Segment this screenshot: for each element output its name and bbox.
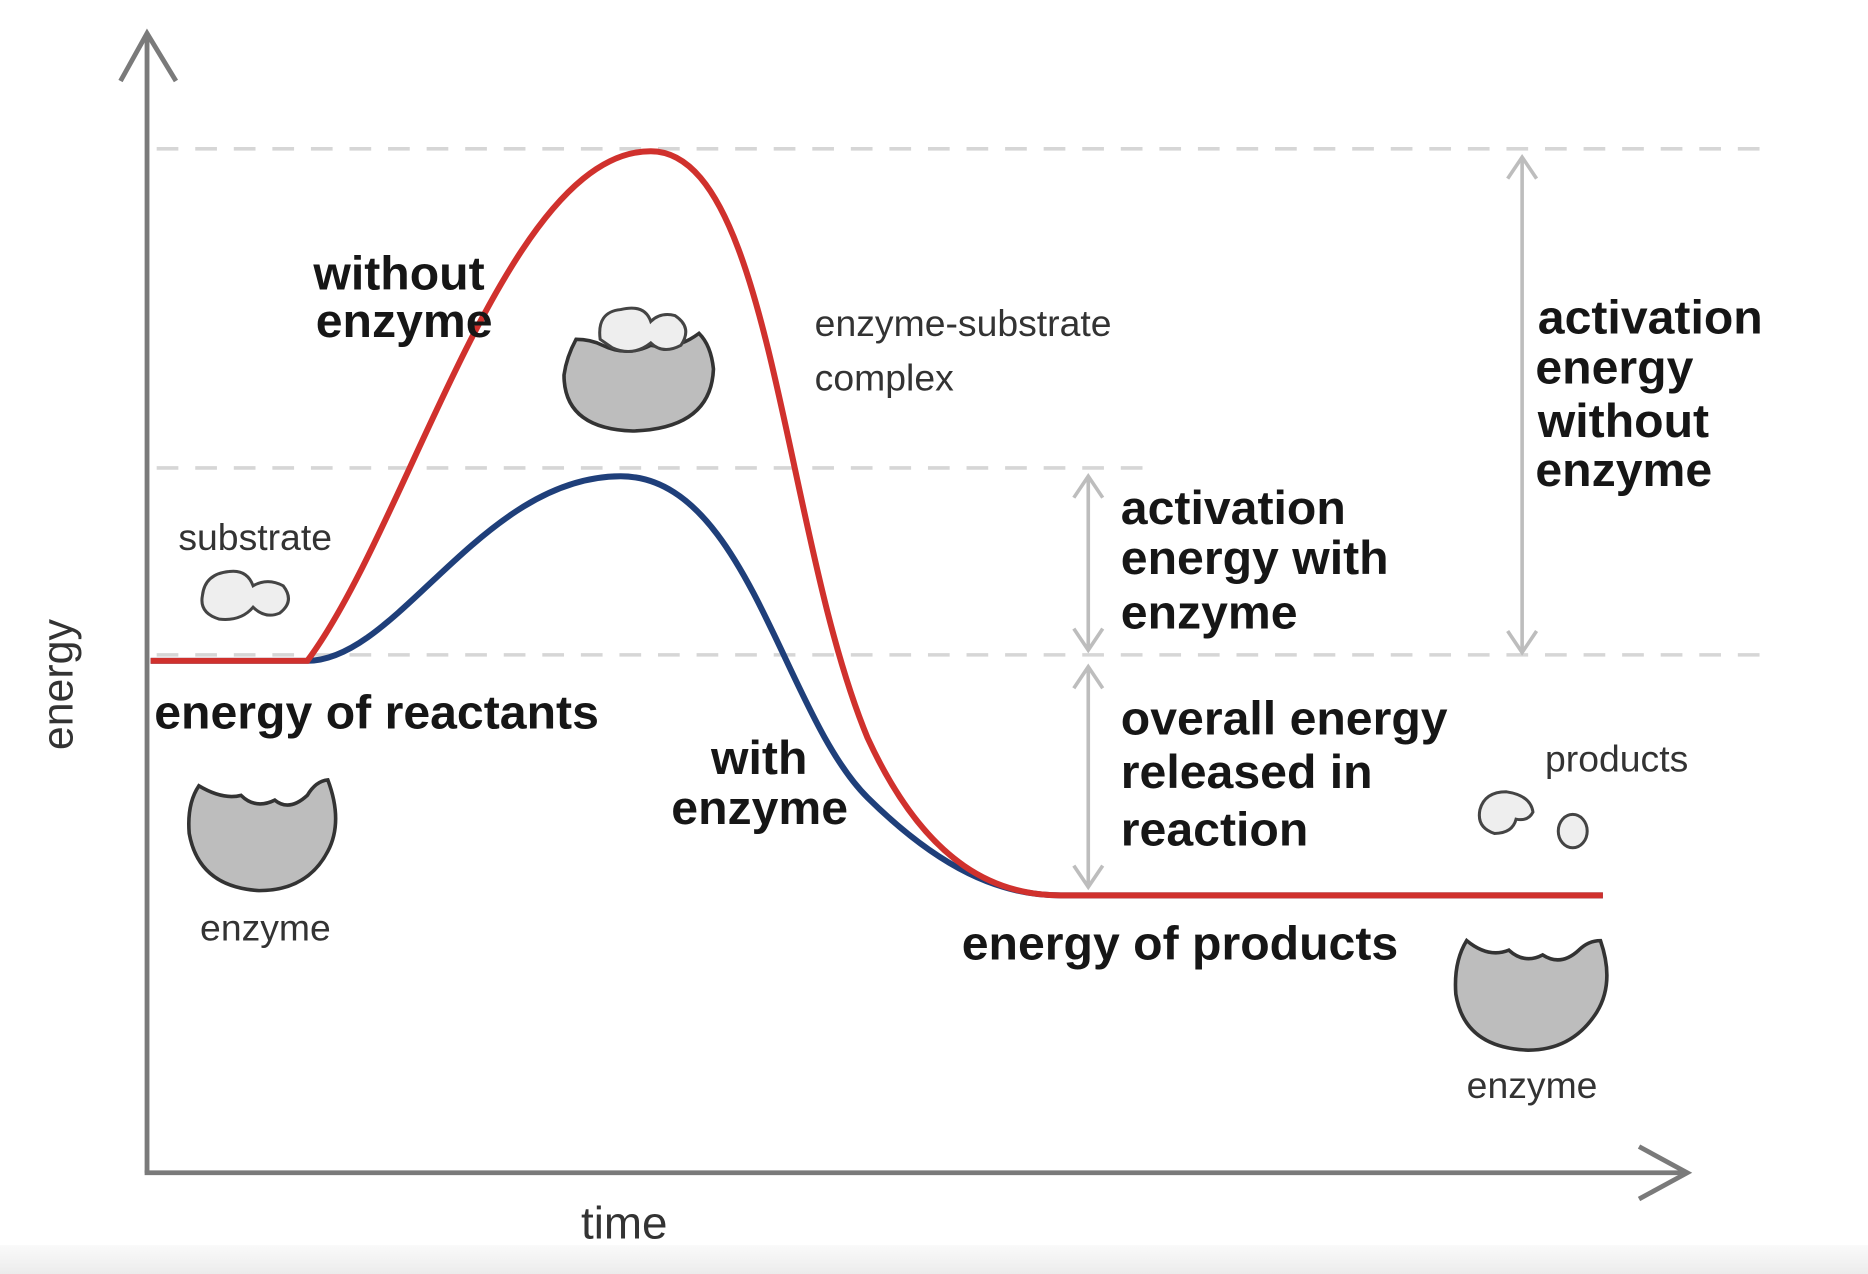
substrate-icon [200, 569, 290, 621]
y-axis-arrowhead [118, 28, 179, 83]
enzyme-left-icon [187, 777, 338, 893]
activation-without-enzyme-arrow [1506, 153, 1539, 656]
energy-of-products-label: energy of products [962, 918, 1398, 971]
enzyme-left-label: enzyme [200, 907, 331, 949]
without-enzyme-label: without enzyme [312, 248, 498, 348]
overall-energy-arrow [1072, 663, 1105, 891]
enzyme-right-label: enzyme [1467, 1064, 1598, 1106]
curve-with-enzyme [150, 473, 1603, 899]
products-label: products [1545, 738, 1688, 780]
enzyme-substrate-complex-label: enzyme-substrate complex [815, 302, 1122, 399]
activation-energy-without-enzyme-label: activation energy without enzyme [1535, 292, 1776, 497]
with-enzyme-label: with enzyme [671, 732, 848, 835]
x-axis-arrowhead [1637, 1144, 1693, 1202]
substrate-label: substrate [178, 516, 332, 558]
enzyme-substrate-complex-icon [562, 306, 716, 433]
x-axis-label: time [581, 1198, 668, 1249]
bottom-shade [0, 1245, 1868, 1274]
curve-without-enzyme [150, 148, 1603, 899]
activation-with-enzyme-arrow [1072, 473, 1105, 654]
overall-energy-released-label: overall energy released in reaction [1121, 693, 1461, 856]
products-icon [1477, 790, 1589, 850]
y-axis-label: energy [34, 619, 82, 750]
energy-of-reactants-label: energy of reactants [154, 687, 599, 740]
enzyme-right-icon [1453, 937, 1609, 1052]
activation-energy-with-enzyme-label: activation energy with enzyme [1121, 482, 1402, 639]
